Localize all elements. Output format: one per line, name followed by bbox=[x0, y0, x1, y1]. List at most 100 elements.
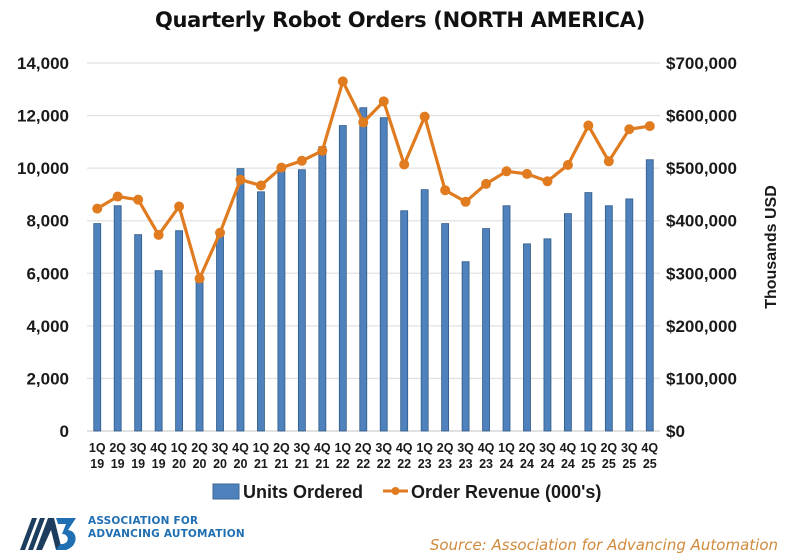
right-axis-tick-label: $0 bbox=[666, 422, 685, 441]
x-axis-tick-label: 1Q 19 bbox=[89, 441, 106, 471]
bar-units-ordered bbox=[461, 261, 470, 432]
x-axis-tick-label: 2Q 21 bbox=[273, 441, 290, 471]
revenue-point bbox=[562, 159, 573, 170]
left-axis-tick-label: 0 bbox=[60, 422, 69, 441]
revenue-point bbox=[644, 121, 655, 132]
x-axis-tick-label: 2Q 22 bbox=[355, 441, 372, 471]
x-axis-tick-label: 3Q 24 bbox=[539, 441, 556, 471]
bar-units-ordered bbox=[318, 146, 327, 432]
bar-units-ordered bbox=[175, 230, 183, 432]
x-axis-tick-label: 1Q 25 bbox=[580, 441, 597, 471]
left-axis-tick-label: 4,000 bbox=[26, 317, 69, 336]
x-axis-tick-label: 2Q 20 bbox=[191, 441, 208, 471]
left-axis-tick-label: 8,000 bbox=[26, 212, 69, 231]
revenue-point bbox=[235, 174, 246, 185]
x-axis-tick-label: 2Q 25 bbox=[600, 441, 617, 471]
bar-units-ordered bbox=[297, 169, 306, 432]
x-axis-tick-label: 3Q 19 bbox=[130, 441, 147, 471]
revenue-point bbox=[358, 117, 369, 128]
right-axis-tick-label: $500,000 bbox=[666, 159, 737, 178]
bar-units-ordered bbox=[502, 205, 511, 432]
revenue-point bbox=[603, 156, 614, 167]
x-axis-tick-label: 4Q 23 bbox=[478, 441, 495, 471]
x-axis-tick-label: 3Q 22 bbox=[375, 441, 392, 471]
revenue-point bbox=[501, 166, 512, 177]
bar-units-ordered bbox=[645, 159, 654, 432]
x-axis-tick-label: 1Q 22 bbox=[334, 441, 351, 471]
bar-units-ordered bbox=[216, 236, 224, 432]
bar-units-ordered bbox=[584, 192, 593, 432]
x-axis-tick-label: 2Q 19 bbox=[109, 441, 126, 471]
bar-units-ordered bbox=[625, 198, 634, 432]
revenue-point bbox=[542, 176, 553, 187]
revenue-point bbox=[296, 155, 307, 166]
logo-text: ASSOCIATION FOR ADVANCING AUTOMATION bbox=[88, 515, 245, 541]
x-axis-tick-label: 4Q 21 bbox=[314, 441, 331, 471]
left-axis-tick-label: 2,000 bbox=[26, 369, 69, 388]
revenue-point bbox=[92, 203, 103, 214]
chart-title: Quarterly Robot Orders (NORTH AMERICA) bbox=[154, 8, 646, 32]
legend-label-revenue: Order Revenue (000's) bbox=[411, 482, 601, 502]
left-axis-tick-label: 6,000 bbox=[26, 264, 69, 283]
bar-units-ordered bbox=[359, 107, 368, 432]
x-axis-tick-label: 3Q 25 bbox=[621, 441, 638, 471]
units-ordered-bars bbox=[93, 107, 654, 432]
x-axis-tick-label: 3Q 23 bbox=[457, 441, 474, 471]
revenue-point bbox=[583, 120, 594, 131]
bar-units-ordered bbox=[420, 189, 429, 432]
bar-units-ordered bbox=[257, 191, 265, 432]
a3-logo-mark-icon bbox=[20, 518, 76, 550]
x-axis-tick-label: 1Q 21 bbox=[253, 441, 270, 471]
x-axis-tick-label: 4Q 20 bbox=[232, 441, 249, 471]
a3-logo: ASSOCIATION FOR ADVANCING AUTOMATION bbox=[18, 512, 258, 552]
x-axis-tick-label: 2Q 23 bbox=[437, 441, 454, 471]
revenue-point bbox=[194, 273, 205, 284]
legend-swatch-revenue-marker bbox=[391, 487, 400, 495]
bar-units-ordered bbox=[523, 243, 531, 432]
x-axis-tick-label: 3Q 20 bbox=[212, 441, 229, 471]
logo-line-2: ADVANCING AUTOMATION bbox=[88, 528, 245, 540]
bar-units-ordered bbox=[400, 210, 409, 432]
bar-units-ordered bbox=[338, 125, 347, 432]
right-axis-ticks: $0 $100,000 $200,000 $300,000 $400,000 $500,0… bbox=[666, 54, 737, 441]
revenue-point bbox=[460, 196, 471, 207]
gridlines bbox=[87, 62, 660, 432]
legend-swatch-units bbox=[212, 483, 240, 500]
revenue-point bbox=[276, 162, 287, 173]
revenue-point bbox=[440, 185, 451, 196]
revenue-point bbox=[174, 201, 185, 212]
x-axis-tick-label: 4Q 22 bbox=[396, 441, 413, 471]
order-revenue-line bbox=[92, 76, 655, 284]
revenue-point bbox=[337, 76, 348, 87]
right-axis-tick-label: $400,000 bbox=[666, 212, 737, 231]
revenue-point bbox=[419, 111, 430, 122]
right-axis-tick-label: $100,000 bbox=[666, 369, 737, 388]
legend-label-units: Units Ordered bbox=[243, 482, 363, 502]
bar-units-ordered bbox=[482, 228, 490, 432]
bar-units-ordered bbox=[441, 223, 450, 432]
revenue-point bbox=[215, 227, 226, 238]
bar-units-ordered bbox=[543, 238, 552, 432]
x-axis-tick-label: 4Q 19 bbox=[150, 441, 167, 471]
source-note: Source: Association for Advancing Automa… bbox=[429, 536, 778, 554]
revenue-point bbox=[624, 124, 635, 135]
revenue-point bbox=[399, 159, 410, 170]
revenue-point bbox=[133, 194, 144, 205]
right-axis-tick-label: $200,000 bbox=[666, 317, 737, 336]
bar-units-ordered bbox=[93, 223, 102, 432]
left-axis-tick-label: 12,000 bbox=[17, 107, 69, 126]
x-axis-tick-label: 4Q 25 bbox=[641, 441, 658, 471]
revenue-point bbox=[521, 168, 532, 179]
x-axis-tick-label: 1Q 20 bbox=[171, 441, 188, 471]
bar-units-ordered bbox=[134, 234, 143, 432]
left-axis-tick-label: 14,000 bbox=[17, 54, 69, 73]
revenue-point bbox=[378, 96, 389, 107]
revenue-point bbox=[153, 229, 164, 240]
bar-units-ordered bbox=[236, 168, 245, 432]
x-axis-tick-label: 3Q 21 bbox=[294, 441, 311, 471]
left-axis-tick-label: 10,000 bbox=[17, 159, 69, 178]
revenue-point bbox=[112, 191, 123, 202]
revenue-point bbox=[481, 178, 492, 189]
